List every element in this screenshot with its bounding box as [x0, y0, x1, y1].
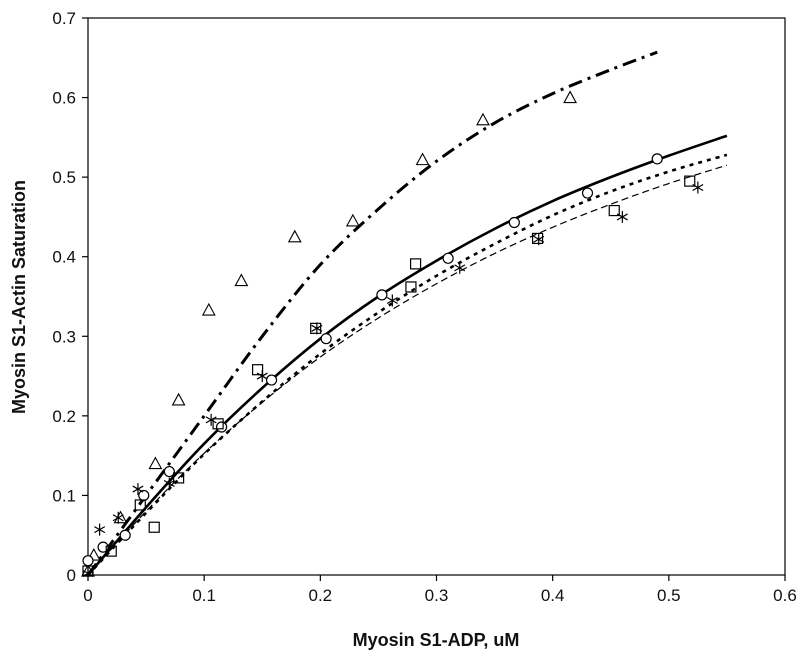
x-axis-ticks: 0 0.1 0.2 0.3 0.4 0.5 0.6 — [83, 575, 797, 605]
circle-marker — [508, 216, 520, 229]
triangle-marker — [201, 302, 216, 316]
y-tick-label: 0.7 — [52, 9, 76, 28]
circle-marker — [651, 153, 663, 165]
fit-curves — [86, 50, 728, 576]
y-tick-label: 0 — [67, 566, 76, 585]
circle-marker — [97, 541, 109, 553]
asterisk-marker — [132, 483, 144, 496]
asterisk-marker — [94, 523, 106, 536]
fit-curve-thin-dashed — [87, 164, 728, 576]
square-marker — [531, 232, 544, 245]
asterisk-marker — [205, 413, 217, 426]
triangle-marker — [563, 90, 578, 104]
y-tick-label: 0.6 — [52, 89, 76, 108]
circle-marker — [581, 187, 594, 199]
square-marker — [684, 175, 696, 187]
x-tick-label: 0.1 — [192, 586, 216, 605]
x-tick-label: 0 — [83, 586, 92, 605]
circle-marker — [138, 489, 150, 502]
triangle-marker — [287, 229, 302, 243]
circle-marker — [320, 333, 332, 345]
asterisk-marker — [533, 233, 545, 246]
square-marker — [173, 472, 185, 484]
y-axis-title: Myosin S1-Actin Saturation — [9, 180, 29, 414]
square-marker — [409, 258, 422, 270]
square-marker — [212, 418, 224, 430]
square-marker — [405, 281, 417, 293]
asterisk-marker — [163, 477, 175, 490]
y-tick-label: 0.3 — [52, 327, 76, 346]
triangle-marker — [171, 392, 186, 406]
circle-marker — [119, 529, 131, 541]
y-tick-label: 0.2 — [52, 407, 76, 426]
square-marker — [134, 499, 146, 511]
circle-marker — [376, 289, 388, 301]
y-axis-ticks: 0 0.1 0.2 0.3 0.4 0.5 0.6 0.7 — [52, 9, 88, 585]
x-axis-title: Myosin S1-ADP, uM — [353, 630, 520, 650]
asterisk-marker — [454, 261, 466, 274]
asterisk-marker — [616, 210, 628, 223]
triangle-marker — [476, 112, 490, 126]
asterisk-marker — [386, 294, 398, 307]
asterisk-marker — [112, 511, 124, 524]
x-tick-label: 0.4 — [541, 586, 565, 605]
circle-marker — [163, 465, 175, 478]
y-tick-label: 0.1 — [52, 486, 76, 505]
x-tick-label: 0.6 — [773, 586, 797, 605]
x-tick-label: 0.5 — [657, 586, 681, 605]
data-markers — [81, 90, 704, 580]
circle-marker — [265, 374, 278, 386]
fit-curve-dotted — [87, 153, 728, 576]
circle-marker — [215, 421, 228, 433]
square-marker — [310, 322, 322, 334]
triangle-marker — [234, 273, 249, 287]
y-tick-label: 0.4 — [52, 248, 76, 267]
triangle-marker — [415, 152, 430, 166]
asterisk-marker — [82, 567, 94, 580]
square-marker — [105, 545, 117, 557]
circle-marker — [82, 555, 94, 567]
asterisk-marker — [256, 370, 268, 383]
y-tick-label: 0.5 — [52, 168, 76, 187]
asterisk-marker — [311, 322, 323, 335]
asterisk-marker — [692, 181, 704, 194]
circle-marker — [442, 252, 454, 264]
triangle-marker — [345, 213, 360, 227]
triangle-marker — [86, 547, 101, 561]
x-tick-label: 0.2 — [309, 586, 333, 605]
square-marker — [148, 521, 160, 533]
fit-curve-solid — [87, 134, 728, 576]
fit-curve-dash-dot — [86, 50, 658, 576]
square-marker — [608, 204, 620, 217]
triangle-marker — [148, 456, 163, 470]
square-marker — [252, 364, 264, 376]
x-tick-label: 0.3 — [425, 586, 449, 605]
plot-area — [87, 17, 786, 576]
